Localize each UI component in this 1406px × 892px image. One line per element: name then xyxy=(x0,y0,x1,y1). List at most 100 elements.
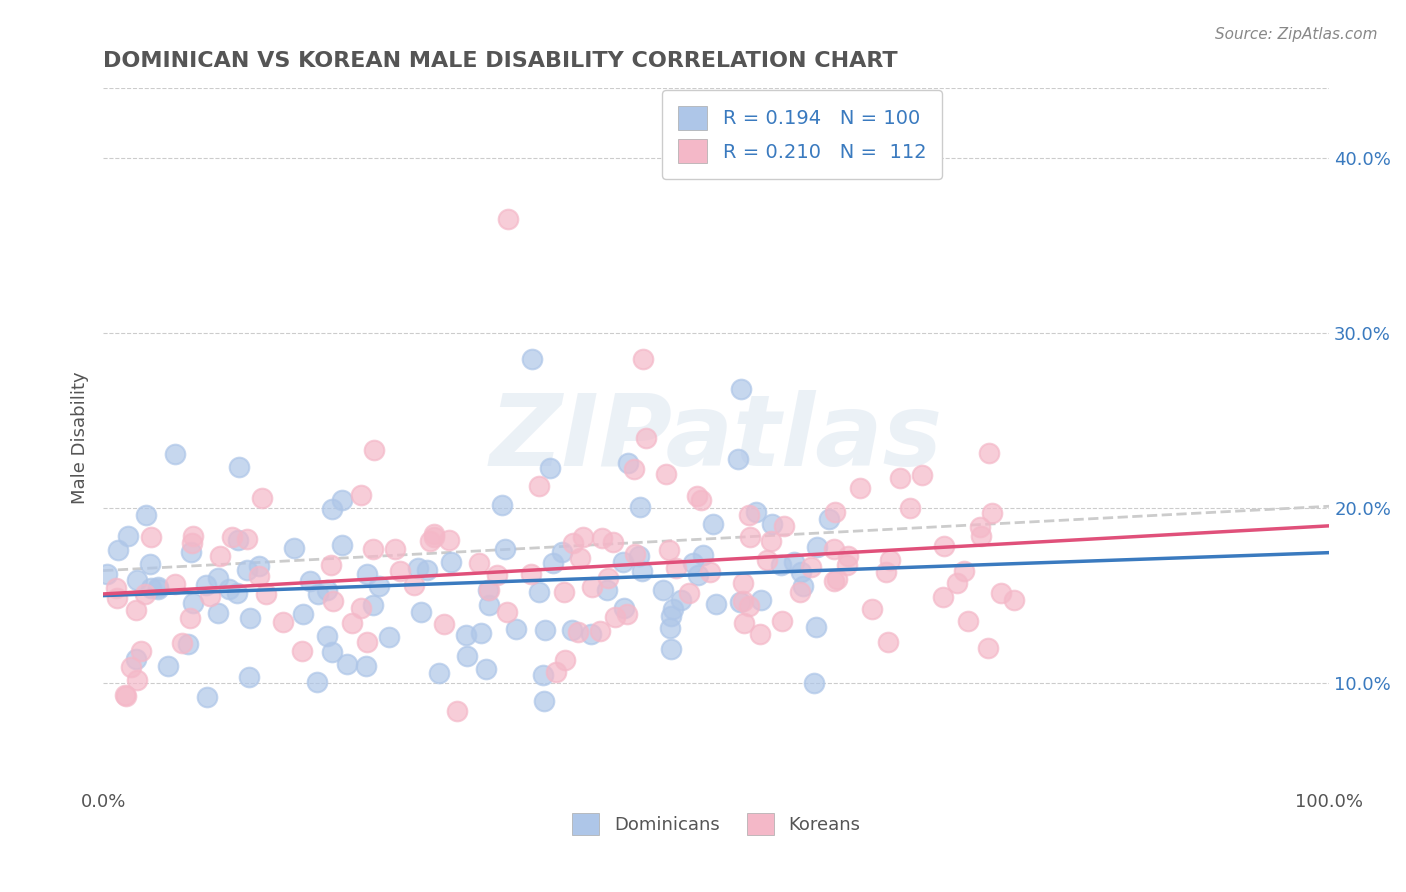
Point xyxy=(478,598,501,612)
Point xyxy=(934,539,956,553)
Point xyxy=(598,571,620,585)
Point xyxy=(733,616,755,631)
Point xyxy=(247,569,270,583)
Point xyxy=(378,631,401,645)
Point xyxy=(730,382,752,396)
Point xyxy=(478,582,501,597)
Point xyxy=(522,352,544,367)
Point xyxy=(756,552,779,566)
Point xyxy=(527,478,550,492)
Point xyxy=(139,581,162,595)
Point xyxy=(979,446,1001,460)
Point xyxy=(624,547,647,561)
Point xyxy=(105,591,128,605)
Point xyxy=(416,563,439,577)
Point xyxy=(437,533,460,548)
Point xyxy=(456,628,478,642)
Point xyxy=(837,558,859,573)
Point xyxy=(321,645,343,659)
Point xyxy=(146,582,169,596)
Point xyxy=(761,517,783,532)
Point xyxy=(291,607,314,622)
Point xyxy=(628,549,651,563)
Point xyxy=(889,471,911,485)
Point xyxy=(946,576,969,591)
Point xyxy=(180,544,202,558)
Point xyxy=(135,508,157,522)
Point xyxy=(800,559,823,574)
Text: Source: ZipAtlas.com: Source: ZipAtlas.com xyxy=(1215,27,1378,42)
Point xyxy=(139,557,162,571)
Point xyxy=(271,615,294,629)
Point xyxy=(496,211,519,226)
Point xyxy=(120,660,142,674)
Point xyxy=(389,565,412,579)
Point xyxy=(134,587,156,601)
Point xyxy=(363,442,385,457)
Point xyxy=(247,559,270,574)
Point xyxy=(254,586,277,600)
Point xyxy=(96,567,118,582)
Point xyxy=(127,573,149,587)
Point xyxy=(554,653,576,667)
Point xyxy=(605,609,627,624)
Point xyxy=(770,614,793,628)
Point xyxy=(207,571,229,585)
Point xyxy=(505,622,527,636)
Point xyxy=(733,594,755,608)
Point xyxy=(981,506,1004,520)
Point xyxy=(146,580,169,594)
Point xyxy=(806,619,828,633)
Point xyxy=(477,582,499,597)
Legend: Dominicans, Koreans: Dominicans, Koreans xyxy=(565,806,868,843)
Point xyxy=(630,564,652,578)
Point xyxy=(737,508,759,523)
Point xyxy=(550,545,572,559)
Point xyxy=(751,593,773,607)
Point xyxy=(783,555,806,569)
Point xyxy=(790,566,813,580)
Point xyxy=(879,553,901,567)
Point xyxy=(773,519,796,533)
Point xyxy=(749,626,772,640)
Point xyxy=(727,451,749,466)
Point xyxy=(562,535,585,549)
Point xyxy=(682,556,704,570)
Point xyxy=(651,583,673,598)
Point xyxy=(579,627,602,641)
Point xyxy=(239,611,262,625)
Point xyxy=(356,635,378,649)
Point xyxy=(335,657,357,672)
Point xyxy=(759,534,782,549)
Point xyxy=(208,549,231,563)
Point xyxy=(876,635,898,649)
Point xyxy=(491,499,513,513)
Point xyxy=(977,641,1000,656)
Point xyxy=(990,585,1012,599)
Point xyxy=(789,585,811,599)
Point xyxy=(181,528,204,542)
Point xyxy=(824,505,846,519)
Point xyxy=(659,642,682,657)
Point xyxy=(307,675,329,690)
Point xyxy=(165,577,187,591)
Point xyxy=(349,601,371,615)
Point xyxy=(350,488,373,502)
Point xyxy=(406,561,429,575)
Point xyxy=(589,624,612,638)
Point xyxy=(704,597,727,611)
Point xyxy=(485,567,508,582)
Point xyxy=(531,668,554,682)
Point xyxy=(745,505,768,519)
Point xyxy=(236,562,259,576)
Point xyxy=(170,636,193,650)
Point xyxy=(738,599,761,613)
Point xyxy=(409,605,432,619)
Point xyxy=(139,530,162,544)
Point xyxy=(238,670,260,684)
Point xyxy=(117,529,139,543)
Point xyxy=(541,557,564,571)
Point xyxy=(612,555,634,569)
Point xyxy=(658,543,681,558)
Point xyxy=(181,536,204,550)
